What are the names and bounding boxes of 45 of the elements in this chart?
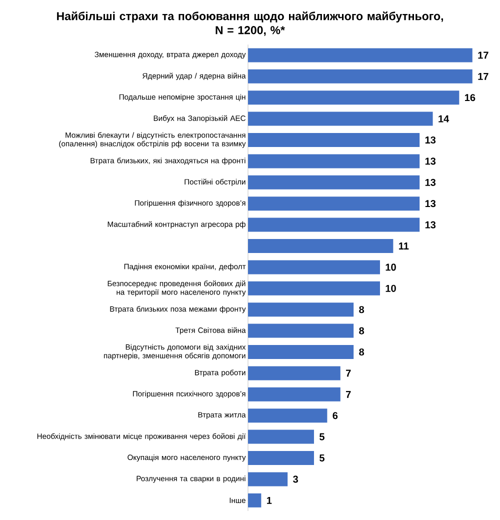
- bar: [248, 175, 420, 190]
- data-label: 13: [425, 221, 436, 228]
- bar: [248, 430, 314, 444]
- data-label: 6: [332, 412, 338, 420]
- bar: [248, 408, 328, 423]
- data-label: 13: [425, 178, 436, 186]
- bar: [248, 133, 420, 148]
- data-label: 7: [346, 370, 351, 377]
- bar: [248, 69, 472, 84]
- bar: [248, 387, 340, 402]
- data-label: 17: [478, 52, 488, 59]
- data-label: 11: [399, 242, 409, 250]
- data-label: 5: [320, 454, 324, 462]
- data-label: 14: [438, 115, 450, 122]
- data-label: 8: [359, 327, 364, 334]
- bar: [248, 324, 354, 338]
- data-label: 17: [478, 72, 488, 80]
- bar: [248, 196, 420, 211]
- data-label: 5: [320, 433, 324, 440]
- data-label: 8: [359, 348, 364, 356]
- data-label: 13: [425, 158, 436, 165]
- bar: [248, 90, 460, 105]
- bar: [248, 260, 380, 274]
- data-label: 7: [346, 390, 351, 398]
- data-label: 13: [425, 200, 436, 208]
- bar: [248, 302, 354, 317]
- bar: [248, 451, 314, 465]
- data-label: 16: [465, 94, 476, 102]
- bar: [248, 218, 420, 232]
- bar: [248, 281, 380, 296]
- data-label: 10: [386, 284, 396, 292]
- bar: [248, 493, 262, 508]
- data-label: 8: [359, 306, 364, 314]
- data-label: 13: [425, 136, 436, 144]
- bar: [248, 472, 288, 486]
- bar: [248, 48, 472, 62]
- bar: [248, 345, 354, 359]
- data-label: 1: [267, 496, 272, 504]
- chart-title: Найбільші страхи та побоювання щодо найближчого майбутнього, N = 1200, %*: [57, 12, 443, 36]
- bar: [248, 239, 394, 254]
- data-label: 10: [386, 264, 396, 271]
- bar: [248, 366, 340, 380]
- bar: [248, 112, 433, 126]
- data-label: 3: [293, 476, 298, 483]
- bar: [248, 154, 420, 168]
